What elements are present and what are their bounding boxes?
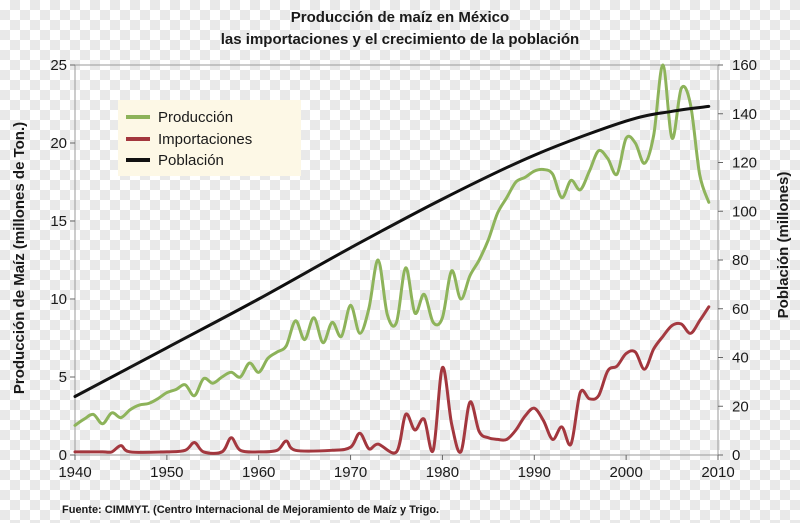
legend-label-importaciones: Importaciones [158, 131, 252, 148]
x-tick-label: 1960 [242, 464, 275, 481]
series-line-produccion [73, 63, 711, 427]
y-axis-right-title: Población (millones) [775, 172, 792, 319]
y-right-tick-label: 80 [732, 252, 749, 269]
x-tick-label: 1970 [334, 464, 367, 481]
x-tick-label: 2000 [609, 464, 642, 481]
y-left-tick-label: 0 [59, 447, 67, 464]
x-tick-label: 1950 [150, 464, 183, 481]
y-right-tick-label: 100 [732, 203, 757, 220]
chart-subtitle: las importaciones y el crecimiento de la… [221, 31, 579, 48]
y-left-tick-label: 15 [50, 213, 67, 230]
y-left-tick-label: 25 [50, 57, 67, 74]
legend-label-poblacion: Población [158, 152, 224, 169]
y-right-tick-label: 60 [732, 301, 749, 318]
y-left-tick-label: 5 [59, 369, 67, 386]
y-right-tick-label: 40 [732, 350, 749, 367]
y-axis-left-title: Producción de Maíz (millones de Ton.) [11, 122, 28, 394]
x-tick-label: 1940 [58, 464, 91, 481]
plot-area: 1940 1950 1960 1970 1980 1990 2000 201005101520… [50, 57, 757, 481]
y-right-tick-label: 140 [732, 106, 757, 123]
y-right-tick-label: 120 [732, 155, 757, 172]
series-line-importaciones [73, 305, 711, 455]
x-tick-label: 1980 [426, 464, 459, 481]
x-tick-label: 2010 [701, 464, 734, 481]
y-right-tick-label: 160 [732, 57, 757, 74]
x-tick-label: 1990 [518, 464, 551, 481]
y-left-tick-label: 20 [50, 135, 67, 152]
y-right-tick-label: 20 [732, 398, 749, 415]
legend: Producción Importaciones Población [118, 100, 301, 176]
y-right-tick-label: 0 [732, 447, 740, 464]
source-note: Fuente: CIMMYT. (Centro Internacional de… [62, 504, 439, 516]
y-left-tick-label: 10 [50, 291, 67, 308]
legend-label-produccion: Producción [158, 109, 233, 126]
series-line-poblacion [73, 104, 711, 398]
chart-title: Producción de maíz en México [291, 9, 509, 26]
